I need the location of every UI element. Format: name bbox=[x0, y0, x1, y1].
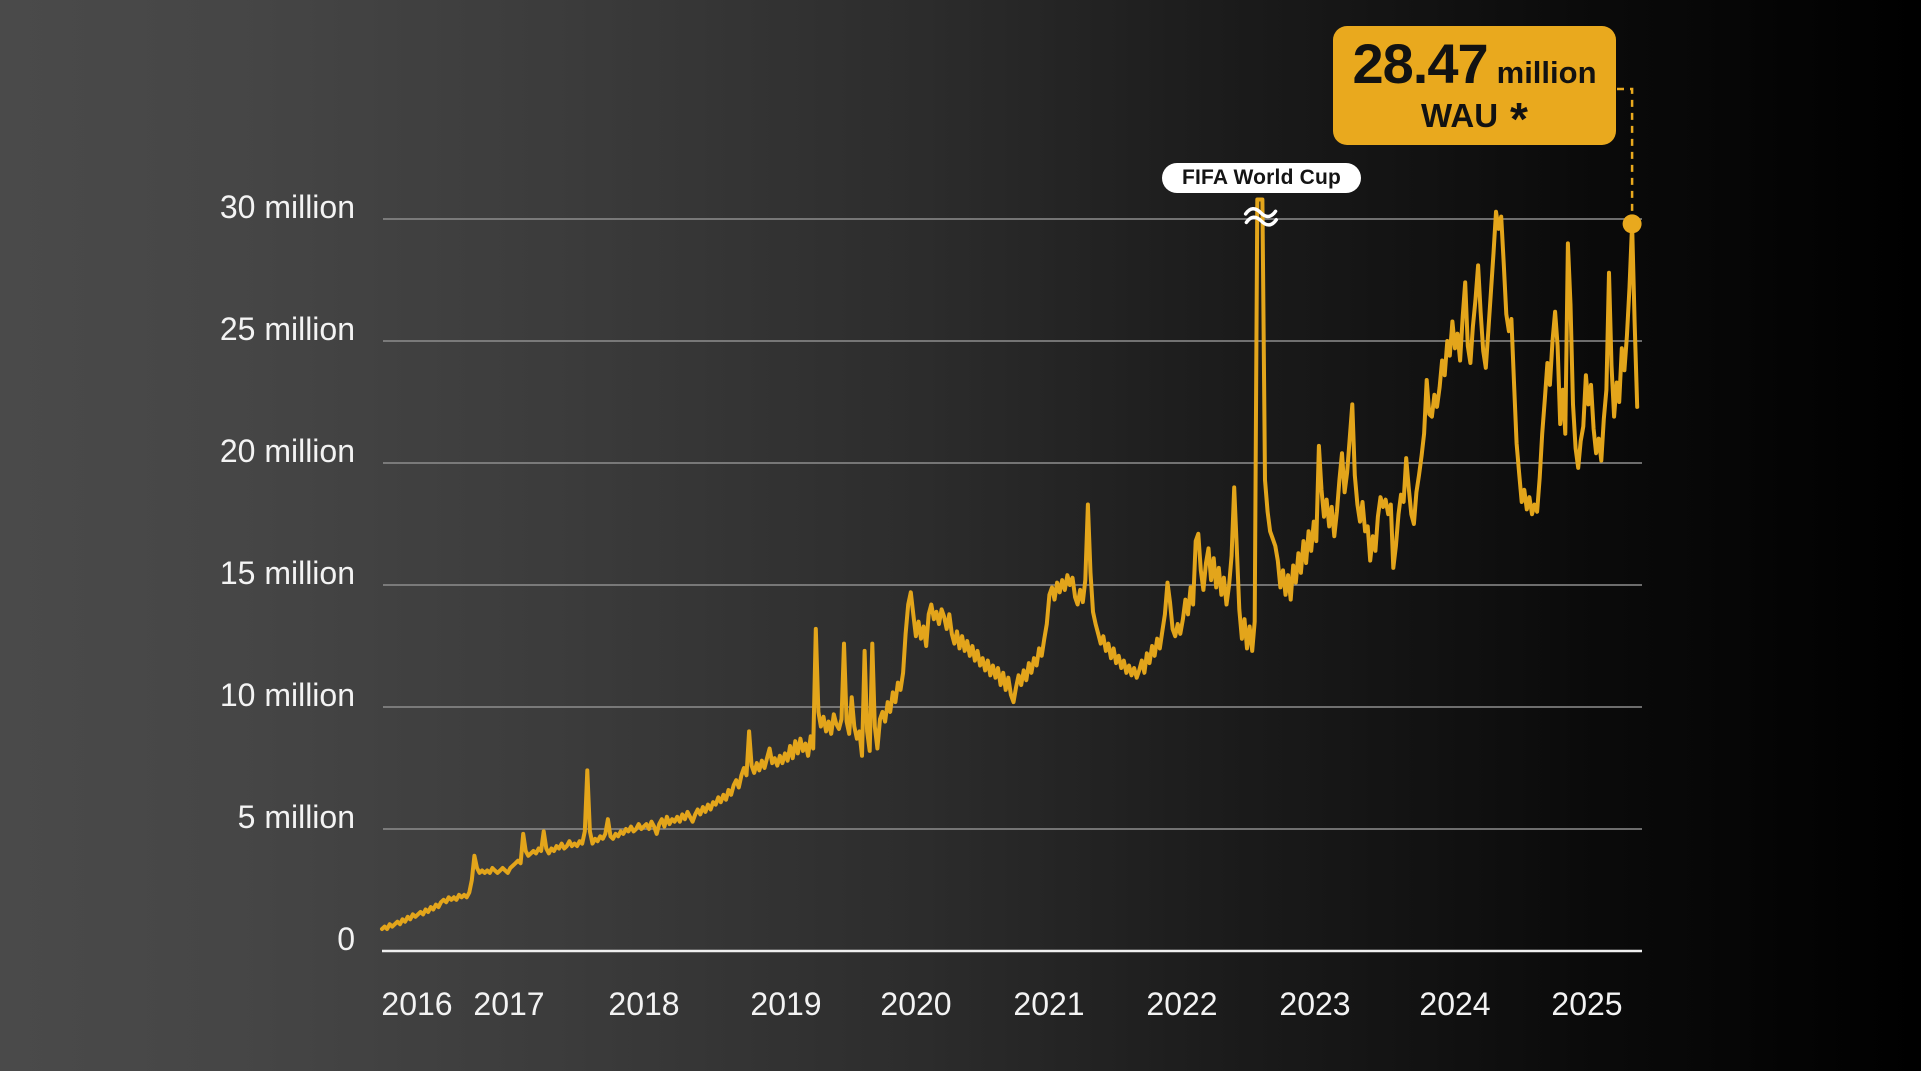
x-axis-tick-label: 2024 bbox=[1419, 986, 1490, 1022]
y-axis-tick-label: 25 million bbox=[220, 311, 355, 347]
callout-value: 28.47 bbox=[1352, 31, 1488, 95]
callout-value-row: 28.47 million bbox=[1352, 31, 1597, 95]
x-axis-tick-label: 2017 bbox=[473, 986, 544, 1022]
axis-break-wave bbox=[1243, 207, 1278, 219]
x-axis-tick-label: 2020 bbox=[880, 986, 951, 1022]
y-axis-tick-label: 10 million bbox=[220, 677, 355, 713]
x-axis-tick-label: 2021 bbox=[1013, 986, 1084, 1022]
y-axis-tick-label: 15 million bbox=[220, 555, 355, 591]
y-axis-tick-label: 20 million bbox=[220, 433, 355, 469]
x-axis-tick-label: 2019 bbox=[750, 986, 821, 1022]
latest-value-dot bbox=[1622, 214, 1642, 234]
y-axis-labels: 30 million 25 million 20 million 15 million… bbox=[220, 189, 355, 957]
x-axis-tick-label: 2023 bbox=[1279, 986, 1350, 1022]
x-axis-tick-label: 2018 bbox=[608, 986, 679, 1022]
x-axis-tick-label: 2016 bbox=[381, 986, 452, 1022]
gridlines bbox=[382, 218, 1642, 953]
y-axis-tick-label: 0 bbox=[337, 921, 355, 957]
callout-asterisk: * bbox=[1510, 92, 1528, 145]
axis-break-wave bbox=[1244, 215, 1279, 227]
wau-callout: 28.47 million WAU * bbox=[1333, 26, 1616, 145]
wau-line bbox=[380, 197, 1640, 931]
x-axis-tick-label: 2025 bbox=[1551, 986, 1622, 1022]
callout-metric: WAU bbox=[1421, 96, 1499, 134]
callout-connector-dashed-line bbox=[1617, 87, 1634, 211]
x-axis-tick-label: 2022 bbox=[1146, 986, 1217, 1022]
x-axis-labels: 2016 2017 2018 2019 2020 2021 2022 2023 2024 2025 bbox=[381, 986, 1622, 1022]
y-axis-tick-label: 30 million bbox=[220, 189, 355, 225]
callout-unit: million bbox=[1496, 54, 1597, 90]
event-label-pill: FIFA World Cup bbox=[1162, 163, 1361, 193]
axis-break-marks bbox=[1243, 207, 1279, 227]
y-axis-tick-label: 5 million bbox=[238, 799, 355, 835]
callout-metric-row: WAU * bbox=[1421, 92, 1528, 145]
